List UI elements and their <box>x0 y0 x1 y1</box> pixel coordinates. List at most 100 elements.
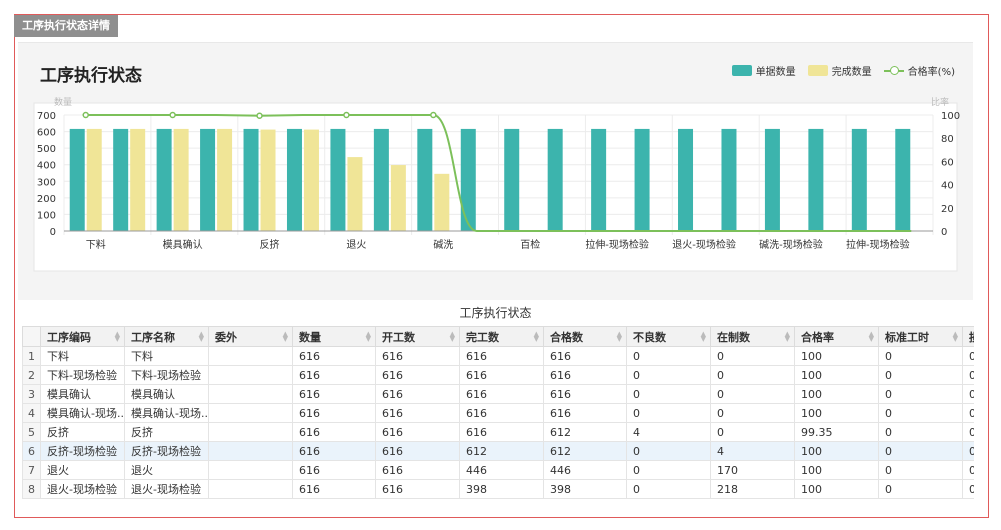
table-cell[interactable]: 0 <box>962 479 974 499</box>
bar-done-qty[interactable] <box>260 129 276 231</box>
table-cell[interactable]: 616 <box>543 365 627 385</box>
table-cell[interactable]: 退火-现场检验 <box>40 479 125 499</box>
column-header[interactable]: 合格率 ▲ ▼ <box>794 326 879 347</box>
bar-doc-qty[interactable] <box>113 128 129 231</box>
bar-doc-qty[interactable] <box>591 128 607 231</box>
sort-icon[interactable]: ▲ ▼ <box>533 330 539 343</box>
bar-doc-qty[interactable] <box>678 128 694 231</box>
table-cell[interactable]: 反挤 <box>40 422 125 442</box>
table-cell[interactable]: 0 <box>878 384 963 404</box>
table-cell[interactable]: 100 <box>794 346 879 366</box>
bar-doc-qty[interactable] <box>851 128 867 231</box>
column-header[interactable]: 工序编码 ▲ ▼ <box>40 326 125 347</box>
table-cell[interactable] <box>208 460 293 480</box>
table-cell[interactable]: 612 <box>459 441 544 461</box>
column-header[interactable]: 标准工时 ▲ ▼ <box>878 326 963 347</box>
table-cell[interactable]: 99.35 <box>794 422 879 442</box>
bar-doc-qty[interactable] <box>808 128 824 231</box>
table-cell[interactable]: 0 <box>962 346 974 366</box>
line-point[interactable] <box>82 111 89 119</box>
sort-icon[interactable]: ▲ ▼ <box>700 330 706 343</box>
bar-doc-qty[interactable] <box>286 128 302 231</box>
table-cell[interactable]: 反挤-现场检验 <box>124 441 209 461</box>
bar-done-qty[interactable] <box>434 173 450 231</box>
table-cell[interactable]: 616 <box>292 441 376 461</box>
bar-doc-qty[interactable] <box>895 128 911 231</box>
column-header[interactable]: 合格数 ▲ ▼ <box>543 326 627 347</box>
table-cell[interactable]: 616 <box>459 346 544 366</box>
legend-item-doc-qty[interactable]: 单据数量 <box>731 63 796 78</box>
bar-doc-qty[interactable] <box>634 128 650 231</box>
table-cell[interactable]: 616 <box>459 403 544 423</box>
bar-doc-qty[interactable] <box>156 128 172 231</box>
table-cell[interactable]: 616 <box>543 346 627 366</box>
table-cell[interactable]: 100 <box>794 479 879 499</box>
table-cell[interactable]: 218 <box>710 479 795 499</box>
column-header[interactable]: 损 <box>962 326 974 347</box>
column-header[interactable]: 在制数 ▲ ▼ <box>710 326 795 347</box>
bar-doc-qty[interactable] <box>200 128 216 231</box>
bar-done-qty[interactable] <box>347 157 363 231</box>
table-row[interactable]: 7退火退火616616446446017010000 <box>22 460 974 480</box>
table-cell[interactable]: 616 <box>292 403 376 423</box>
table-cell[interactable]: 退火 <box>124 460 209 480</box>
table-cell[interactable]: 616 <box>375 460 460 480</box>
table-cell[interactable]: 612 <box>543 422 627 442</box>
sort-icon[interactable]: ▲ ▼ <box>784 330 790 343</box>
table-cell[interactable]: 0 <box>710 346 795 366</box>
bar-done-qty[interactable] <box>130 128 146 231</box>
line-point[interactable] <box>256 112 263 120</box>
table-cell[interactable]: 0 <box>626 365 711 385</box>
bar-doc-qty[interactable] <box>547 128 563 231</box>
table-cell[interactable]: 模具确认 <box>40 384 125 404</box>
table-cell[interactable]: 612 <box>543 441 627 461</box>
table-cell[interactable]: 0 <box>626 384 711 404</box>
bar-doc-qty[interactable] <box>504 128 520 231</box>
table-cell[interactable]: 446 <box>543 460 627 480</box>
table-cell[interactable]: 616 <box>459 422 544 442</box>
table-cell[interactable] <box>208 384 293 404</box>
sort-icon[interactable]: ▲ ▼ <box>449 330 455 343</box>
table-cell[interactable]: 616 <box>459 384 544 404</box>
bar-doc-qty[interactable] <box>417 128 433 231</box>
table-cell[interactable]: 616 <box>292 460 376 480</box>
table-cell[interactable]: 4 <box>710 441 795 461</box>
table-cell[interactable]: 0 <box>962 460 974 480</box>
bar-done-qty[interactable] <box>390 165 406 231</box>
table-cell[interactable]: 616 <box>375 403 460 423</box>
bar-done-qty[interactable] <box>303 129 319 231</box>
table-cell[interactable]: 0 <box>962 441 974 461</box>
table-cell[interactable]: 100 <box>794 460 879 480</box>
table-cell[interactable]: 616 <box>375 422 460 442</box>
sort-icon[interactable]: ▲ ▼ <box>616 330 622 343</box>
table-cell[interactable]: 0 <box>626 346 711 366</box>
table-cell[interactable]: 0 <box>962 422 974 442</box>
table-cell[interactable]: 0 <box>962 384 974 404</box>
table-cell[interactable]: 4 <box>626 422 711 442</box>
table-cell[interactable]: 下料 <box>40 346 125 366</box>
sort-icon[interactable]: ▲ ▼ <box>868 330 874 343</box>
table-cell[interactable]: 0 <box>962 365 974 385</box>
legend-item-done-qty[interactable]: 完成数量 <box>807 63 872 78</box>
table-cell[interactable]: 616 <box>543 384 627 404</box>
table-cell[interactable] <box>208 365 293 385</box>
bar-doc-qty[interactable] <box>721 128 737 231</box>
table-cell[interactable] <box>208 346 293 366</box>
table-cell[interactable]: 616 <box>375 479 460 499</box>
table-cell[interactable]: 100 <box>794 441 879 461</box>
table-row[interactable]: 1下料下料6166166166160010000 <box>22 346 974 366</box>
table-cell[interactable]: 0 <box>626 441 711 461</box>
table-cell[interactable]: 0 <box>626 460 711 480</box>
table-cell[interactable]: 下料-现场检验 <box>40 365 125 385</box>
table-cell[interactable]: 模具确认-现场... <box>124 403 209 423</box>
table-cell[interactable]: 170 <box>710 460 795 480</box>
sort-icon[interactable]: ▲ ▼ <box>114 330 120 343</box>
table-cell[interactable]: 0 <box>878 422 963 442</box>
table-cell[interactable]: 0 <box>878 403 963 423</box>
bar-doc-qty[interactable] <box>243 128 259 231</box>
column-header[interactable]: 完工数 ▲ ▼ <box>459 326 544 347</box>
bar-doc-qty[interactable] <box>69 128 85 231</box>
